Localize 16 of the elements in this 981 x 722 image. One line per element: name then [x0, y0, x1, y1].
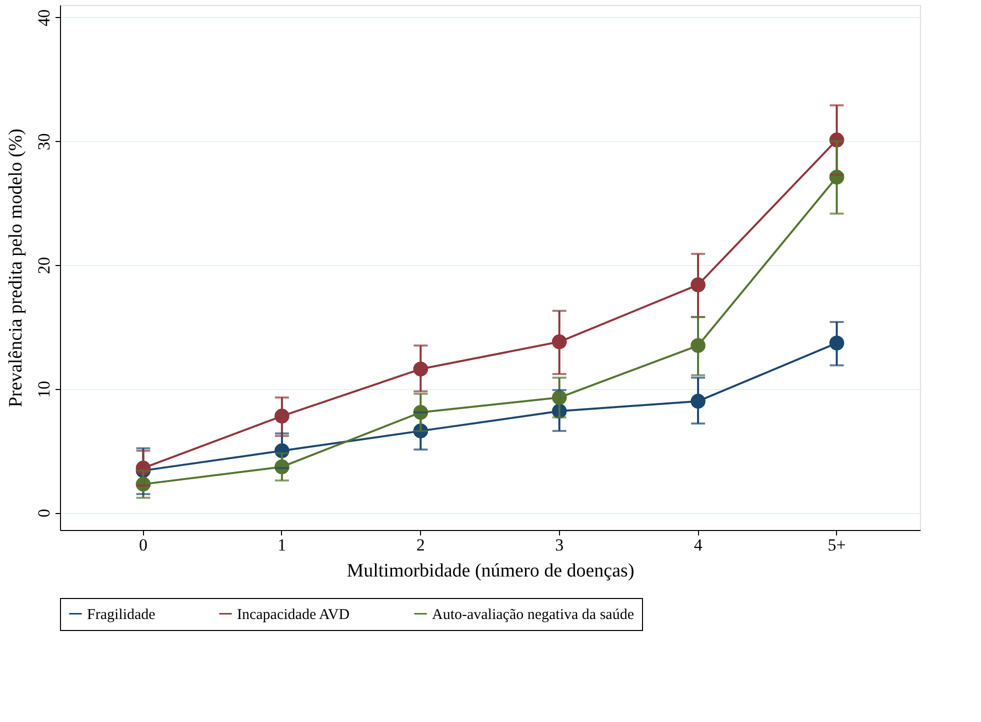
legend-label: Auto-avaliação negativa da saúde — [432, 606, 634, 623]
x-tick-label: 2 — [416, 536, 425, 554]
legend-label: Fragilidade — [87, 606, 156, 623]
y-tick-label: 20 — [34, 257, 54, 274]
x-tick-label: 5+ — [828, 536, 846, 554]
x-tick-label: 1 — [278, 536, 286, 554]
y-axis-title: Prevalência predita pelo modelo (%) — [6, 128, 26, 408]
y-tick-label: 0 — [34, 508, 54, 518]
x-axis-title: Multimorbidade (número de doenças) — [346, 560, 634, 582]
y-tick-label: 30 — [34, 133, 54, 150]
y-tick-label: 40 — [34, 9, 54, 26]
x-tick-label: 4 — [694, 536, 703, 554]
x-tick-label: 0 — [138, 536, 148, 554]
legend-label: Incapacidade AVD — [237, 606, 350, 623]
y-tick-label: 10 — [34, 380, 54, 398]
x-tick-label: 3 — [555, 536, 564, 554]
